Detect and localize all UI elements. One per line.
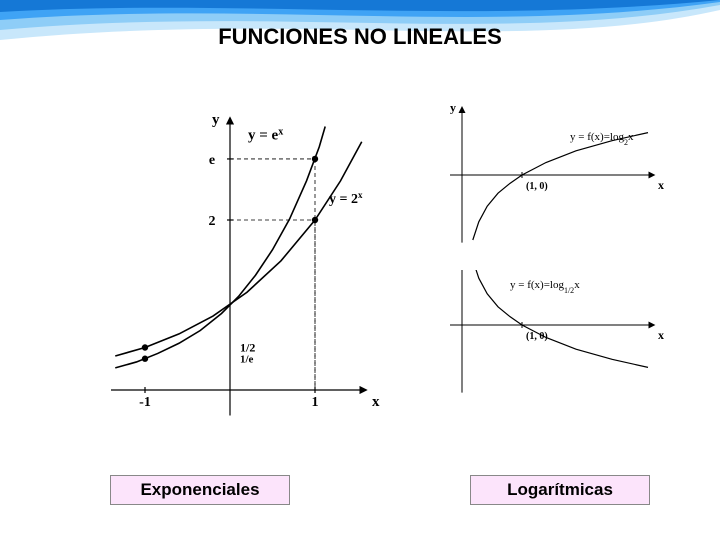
log2-chart: (1, 0) x y y = f(x)=log2x bbox=[420, 100, 680, 260]
svg-text:y = ex: y = ex bbox=[248, 126, 283, 144]
svg-text:y = f(x)=log1/2x: y = f(x)=log1/2x bbox=[510, 279, 580, 295]
svg-text:x: x bbox=[658, 328, 664, 342]
caption-exponenciales-label: Exponenciales bbox=[140, 480, 259, 499]
page-title: FUNCIONES NO LINEALES bbox=[0, 24, 720, 50]
slide: FUNCIONES NO LINEALES -1 1 1/e1/2 2 e y = ex y… bbox=[0, 0, 720, 540]
svg-text:(1, 0): (1, 0) bbox=[526, 331, 548, 342]
svg-text:x: x bbox=[658, 178, 664, 192]
exponential-chart: -1 1 1/e1/2 2 e y = ex y = 2x x y bbox=[40, 90, 400, 450]
svg-text:y = f(x)=log2x: y = f(x)=log2x bbox=[570, 131, 634, 147]
svg-text:1/2: 1/2 bbox=[240, 341, 255, 355]
svg-text:y: y bbox=[212, 112, 220, 128]
svg-text:1/e: 1/e bbox=[240, 354, 254, 366]
figure-area: -1 1 1/e1/2 2 e y = ex y = 2x x y (1, 0) x y y = f(… bbox=[0, 100, 720, 440]
svg-text:(1, 0): (1, 0) bbox=[526, 181, 548, 192]
svg-text:-1: -1 bbox=[139, 395, 151, 410]
svg-text:y = 2x: y = 2x bbox=[329, 190, 363, 207]
caption-logaritmicas: Logarítmicas bbox=[470, 475, 650, 505]
caption-logaritmicas-label: Logarítmicas bbox=[507, 480, 613, 499]
svg-text:y: y bbox=[450, 100, 456, 114]
log-half-chart: (1, 0)xyy = f(x)=log1/2x bbox=[420, 270, 680, 440]
svg-text:1: 1 bbox=[312, 395, 319, 410]
caption-exponenciales: Exponenciales bbox=[110, 475, 290, 505]
svg-text:x: x bbox=[372, 394, 380, 410]
svg-text:e: e bbox=[209, 153, 215, 168]
svg-text:2: 2 bbox=[209, 214, 216, 229]
